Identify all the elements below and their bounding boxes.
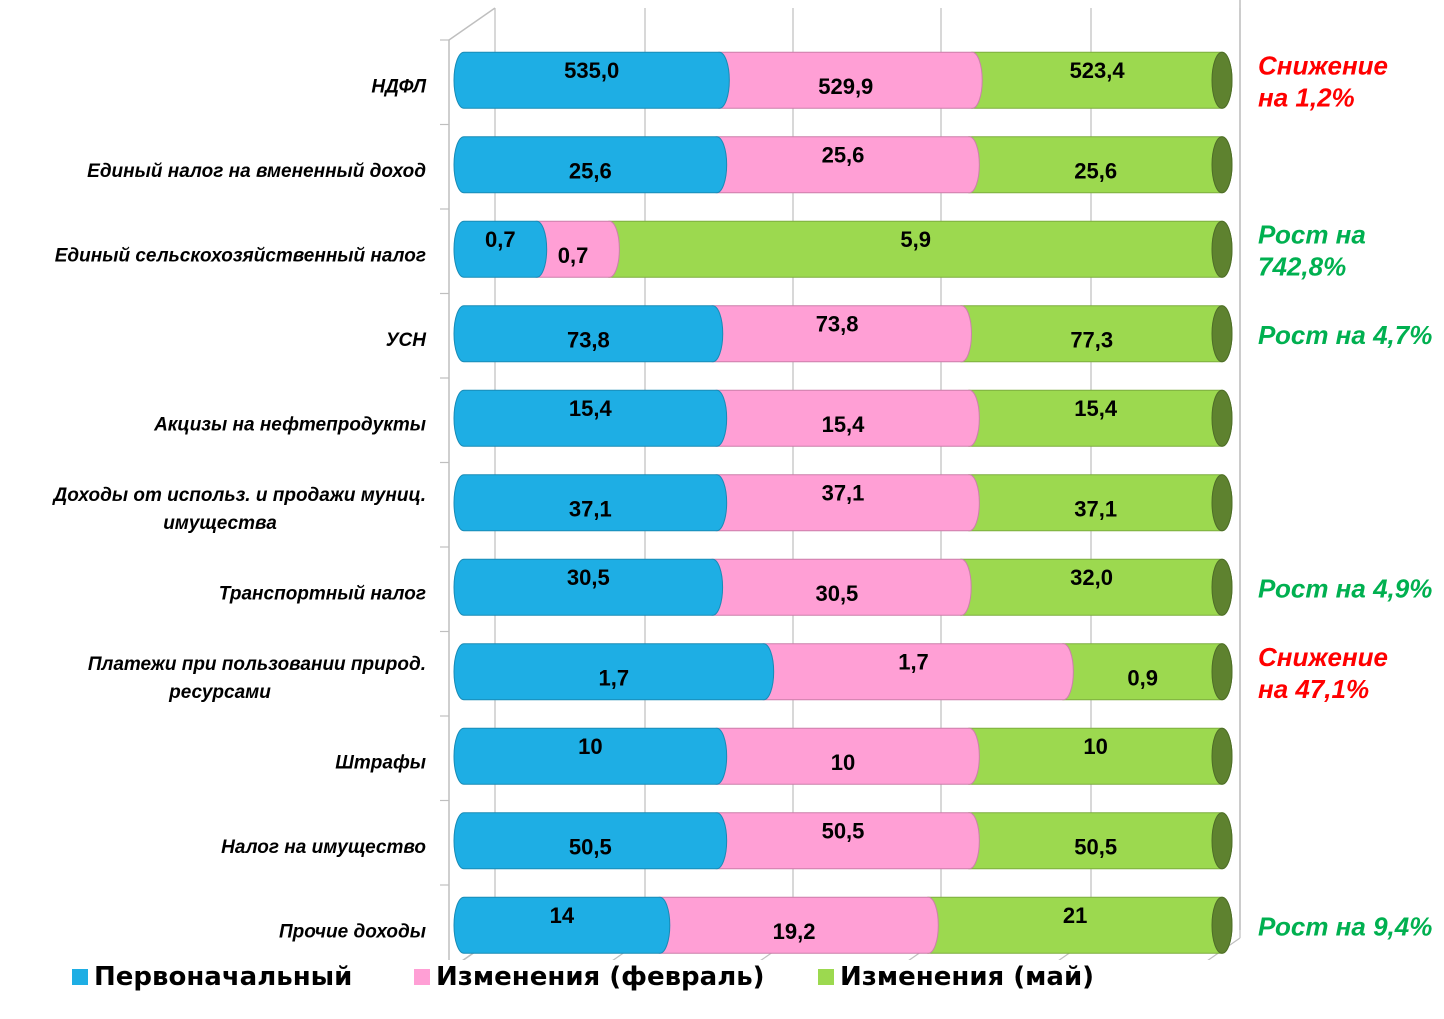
bar-end-cap	[1211, 643, 1233, 701]
data-label: 30,5	[567, 565, 610, 590]
category-label: Доходы от использ. и продажи муниц.	[52, 485, 426, 506]
bar-end-cap	[1211, 51, 1233, 109]
change-annotation: Рост на 4,9%	[1258, 573, 1432, 603]
change-annotation: на 47,1%	[1258, 674, 1369, 704]
change-annotation: Рост на	[1258, 219, 1366, 249]
bar-end-cap	[1211, 558, 1233, 616]
data-label: 19,2	[773, 919, 816, 944]
data-label: 50,5	[569, 835, 612, 860]
legend-label-february: Изменения (февраль)	[436, 962, 765, 992]
legend-item-initial: Первоначальный	[72, 962, 352, 992]
stacked-bar-chart: 535,0 529,9 523,4 НДФЛ 25,6 25,6 25,6 Единый на…	[52, 0, 1432, 960]
category-label: Налог на имущество	[221, 837, 426, 858]
data-label: 50,5	[1074, 835, 1117, 860]
legend-swatch-may	[818, 969, 834, 985]
bar-end-cap	[1211, 896, 1233, 954]
category-label: Платежи при пользовании природ.	[88, 654, 426, 675]
data-label: 73,8	[816, 312, 859, 337]
bar-segment	[453, 51, 730, 109]
data-label: 0,9	[1127, 666, 1158, 691]
legend-swatch-february	[414, 969, 430, 985]
data-label: 535,0	[564, 58, 619, 83]
category-label: НДФЛ	[371, 76, 427, 97]
category-label: Прочие доходы	[279, 921, 426, 942]
bar-segment	[453, 220, 548, 278]
data-label: 32,0	[1070, 565, 1113, 590]
bar-end-cap	[1211, 220, 1233, 278]
change-annotation: на 1,2%	[1258, 82, 1355, 112]
data-label: 37,1	[569, 497, 612, 522]
bar-segment	[453, 812, 728, 870]
bar-end-cap	[1211, 305, 1233, 363]
category-label: Единый налог на вмененный доход	[87, 161, 426, 182]
data-label: 10	[578, 734, 602, 759]
legend-label-may: Изменения (май)	[840, 962, 1095, 992]
change-annotation: Снижение	[1258, 642, 1388, 672]
data-label: 523,4	[1070, 58, 1126, 83]
change-annotation: Снижение	[1258, 50, 1388, 80]
category-label: имущества	[163, 513, 277, 534]
data-label: 15,4	[1074, 396, 1118, 421]
grid-line-depth	[1207, 937, 1241, 960]
data-label: 25,6	[1074, 159, 1117, 184]
bar-segment	[453, 643, 775, 701]
data-label: 37,1	[1074, 497, 1117, 522]
category-label: Акцизы на нефтепродукты	[153, 414, 426, 435]
data-label: 73,8	[567, 328, 610, 353]
legend-swatch-initial	[72, 969, 88, 985]
data-label: 25,6	[569, 159, 612, 184]
bar-segment	[453, 474, 728, 532]
bar-end-cap	[1211, 812, 1233, 870]
data-label: 1,7	[599, 666, 630, 691]
bar-segment	[453, 558, 724, 616]
data-label: 77,3	[1070, 328, 1113, 353]
data-label: 0,7	[485, 227, 516, 252]
data-label: 5,9	[900, 227, 931, 252]
axis-wall-top	[448, 7, 496, 41]
data-label: 21	[1063, 903, 1087, 928]
category-label: Штрафы	[335, 752, 426, 773]
data-label: 1,7	[898, 650, 929, 675]
bar-end-cap	[1211, 136, 1233, 194]
bar-segment	[453, 896, 671, 954]
data-label: 14	[550, 903, 575, 928]
change-annotation: Рост на 9,4%	[1258, 911, 1432, 941]
category-label: УСН	[386, 330, 428, 351]
bar-segment	[453, 305, 724, 363]
bar-segment	[453, 389, 728, 447]
bar-segment	[453, 727, 728, 785]
data-label: 50,5	[822, 819, 865, 844]
data-label: 529,9	[818, 74, 873, 99]
data-label: 10	[831, 750, 855, 775]
bar-end-cap	[1211, 727, 1233, 785]
data-label: 0,7	[558, 243, 589, 268]
data-label: 10	[1083, 734, 1107, 759]
bar-end-cap	[1211, 474, 1233, 532]
data-label: 15,4	[822, 412, 866, 437]
category-label: Единый сельскохозяйственный налог	[55, 245, 426, 266]
chart-legend: Первоначальный Изменения (февраль) Измен…	[0, 962, 1444, 1012]
category-label: ресурсами	[168, 682, 271, 703]
change-annotation: 742,8%	[1258, 251, 1346, 281]
bar-segment	[453, 136, 728, 194]
change-annotation: Рост на 4,7%	[1258, 320, 1432, 350]
data-label: 15,4	[569, 396, 613, 421]
legend-label-initial: Первоначальный	[94, 962, 353, 992]
data-label: 25,6	[822, 143, 865, 168]
category-label: Транспортный налог	[219, 583, 426, 604]
legend-item-may: Изменения (май)	[818, 962, 1094, 992]
data-label: 30,5	[815, 581, 858, 606]
legend-item-february: Изменения (февраль)	[414, 962, 765, 992]
bar-end-cap	[1211, 389, 1233, 447]
data-label: 37,1	[822, 481, 865, 506]
